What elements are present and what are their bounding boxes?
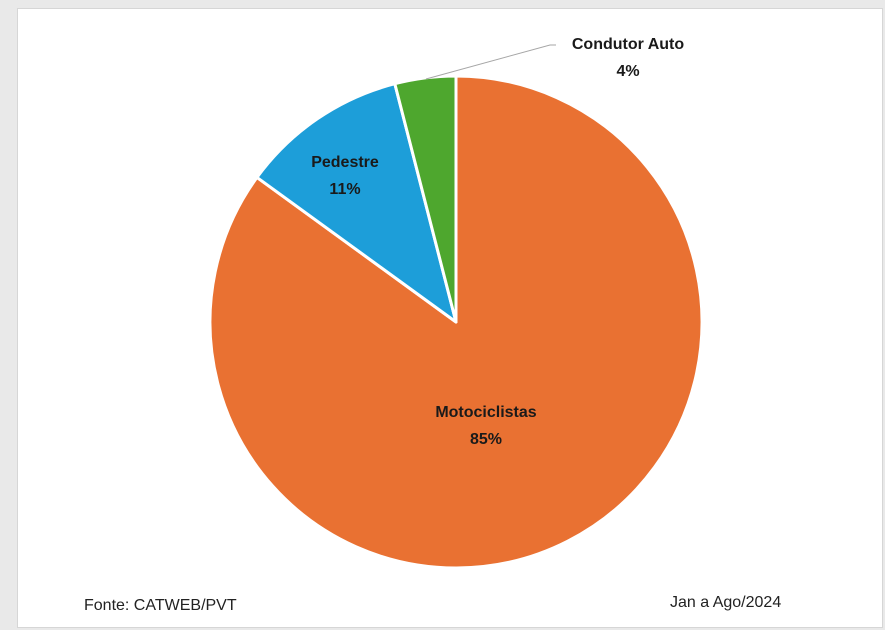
pie-slice-pedestre [255,82,458,324]
slice-label-motociclistas: Motociclistas [435,404,536,421]
pie-chart: Motociclistas 85% Pedestre 11% Condutor Auto… [208,36,704,570]
slice-label-condutor-auto: Condutor Auto [572,36,684,53]
pie-slice-motociclistas [208,74,704,570]
leader-line-condutor-auto [425,44,556,80]
chart-area: Motociclistas 85% Pedestre 11% Condutor Auto… [17,8,883,628]
slice-value-motociclistas: 85% [470,431,502,448]
period-note: Jan a Ago/2024 [670,594,782,611]
slice-value-pedestre: 11% [329,181,360,198]
slice-value-condutor-auto: 4% [616,63,639,80]
source-note: Fonte: CATWEB/PVT [84,597,237,614]
pie-slice-condutor-auto [393,74,458,324]
slice-label-pedestre: Pedestre [311,154,379,171]
